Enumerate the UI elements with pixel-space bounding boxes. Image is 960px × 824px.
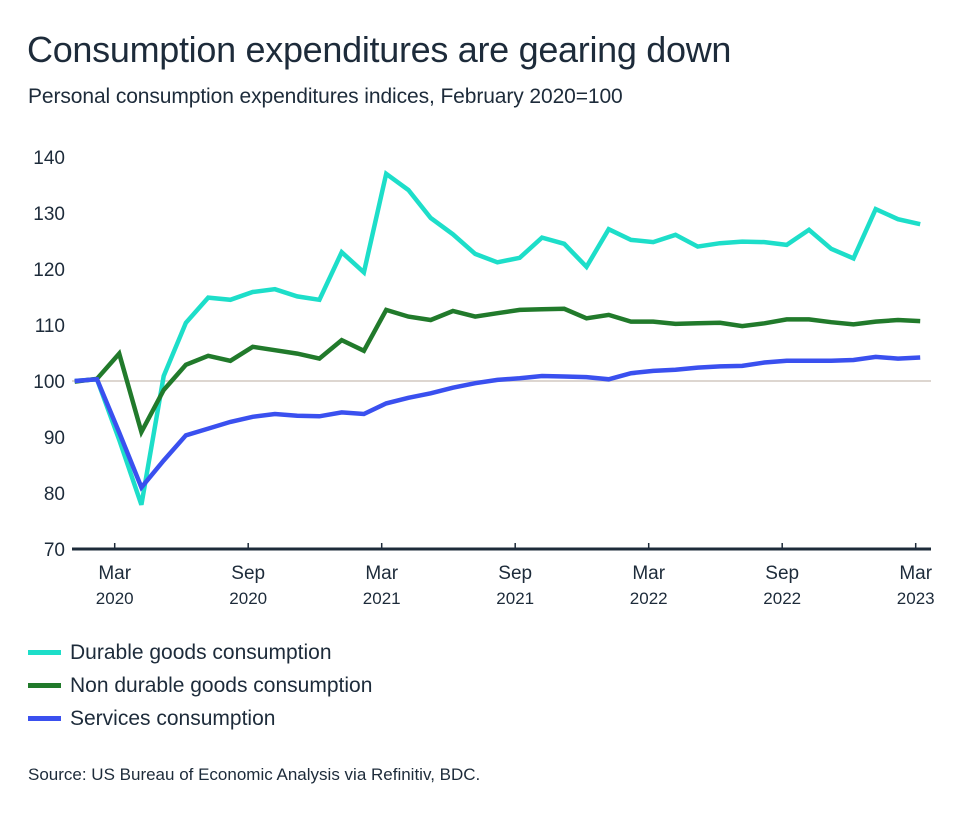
x-tick-label-month: Mar bbox=[632, 563, 665, 584]
line-chart: 70 80 90 100 110 120 130 140 Mar 2020 Sep 2020 Mar 2… bbox=[33, 148, 935, 608]
series-layer bbox=[74, 169, 921, 506]
y-tick-label: 70 bbox=[44, 540, 65, 561]
x-tick-label-month: Sep bbox=[231, 563, 265, 584]
series-line-non-durable-goods bbox=[74, 306, 921, 439]
x-tick-label-year: 2020 bbox=[96, 589, 134, 608]
chart-subtitle: Personal consumption expenditures indice… bbox=[28, 85, 623, 108]
y-tick-label: 140 bbox=[33, 148, 65, 169]
y-tick-label: 90 bbox=[44, 428, 65, 449]
x-tick-label-year: 2022 bbox=[763, 589, 801, 608]
y-tick-label: 120 bbox=[33, 260, 65, 281]
y-tick-label: 130 bbox=[33, 204, 65, 225]
x-tick-label-month: Mar bbox=[98, 563, 131, 584]
legend: Durable goods consumption Non durable go… bbox=[28, 636, 372, 735]
legend-label-durable: Durable goods consumption bbox=[70, 640, 332, 664]
y-tick-label: 110 bbox=[35, 316, 65, 337]
x-tick-label-month: Mar bbox=[365, 563, 398, 584]
legend-item-services[interactable]: Services consumption bbox=[28, 702, 372, 735]
legend-label-non-durable: Non durable goods consumption bbox=[70, 673, 373, 697]
legend-item-durable[interactable]: Durable goods consumption bbox=[28, 636, 372, 669]
chart-title: Consumption expenditures are gearing dow… bbox=[27, 29, 732, 70]
source-note: Source: US Bureau of Economic Analysis v… bbox=[28, 765, 481, 784]
x-tick-label-year: 2021 bbox=[363, 589, 401, 608]
x-tick-label-month: Sep bbox=[765, 563, 799, 584]
legend-swatch-non-durable bbox=[28, 683, 61, 688]
y-tick-label: 100 bbox=[33, 372, 65, 393]
x-tick-label-year: 2022 bbox=[630, 589, 668, 608]
x-tick-label-year: 2023 bbox=[897, 589, 935, 608]
legend-item-non-durable[interactable]: Non durable goods consumption bbox=[28, 669, 372, 702]
x-tick-label-month: Mar bbox=[899, 563, 932, 584]
legend-swatch-durable bbox=[28, 650, 61, 655]
y-tick-label: 80 bbox=[44, 484, 65, 505]
legend-swatch-services bbox=[28, 716, 61, 721]
x-tick-label-month: Sep bbox=[498, 563, 532, 584]
x-tick-label-year: 2021 bbox=[496, 589, 534, 608]
y-axis: 70 80 90 100 110 120 130 140 bbox=[33, 148, 65, 561]
x-axis: Mar 2020 Sep 2020 Mar 2021 Sep 2021 Mar 2022 Sep 20… bbox=[72, 543, 935, 608]
x-tick-label-year: 2020 bbox=[229, 589, 267, 608]
legend-label-services: Services consumption bbox=[70, 706, 276, 730]
series-line-durable-goods bbox=[74, 169, 921, 506]
series-line-services bbox=[74, 354, 921, 492]
